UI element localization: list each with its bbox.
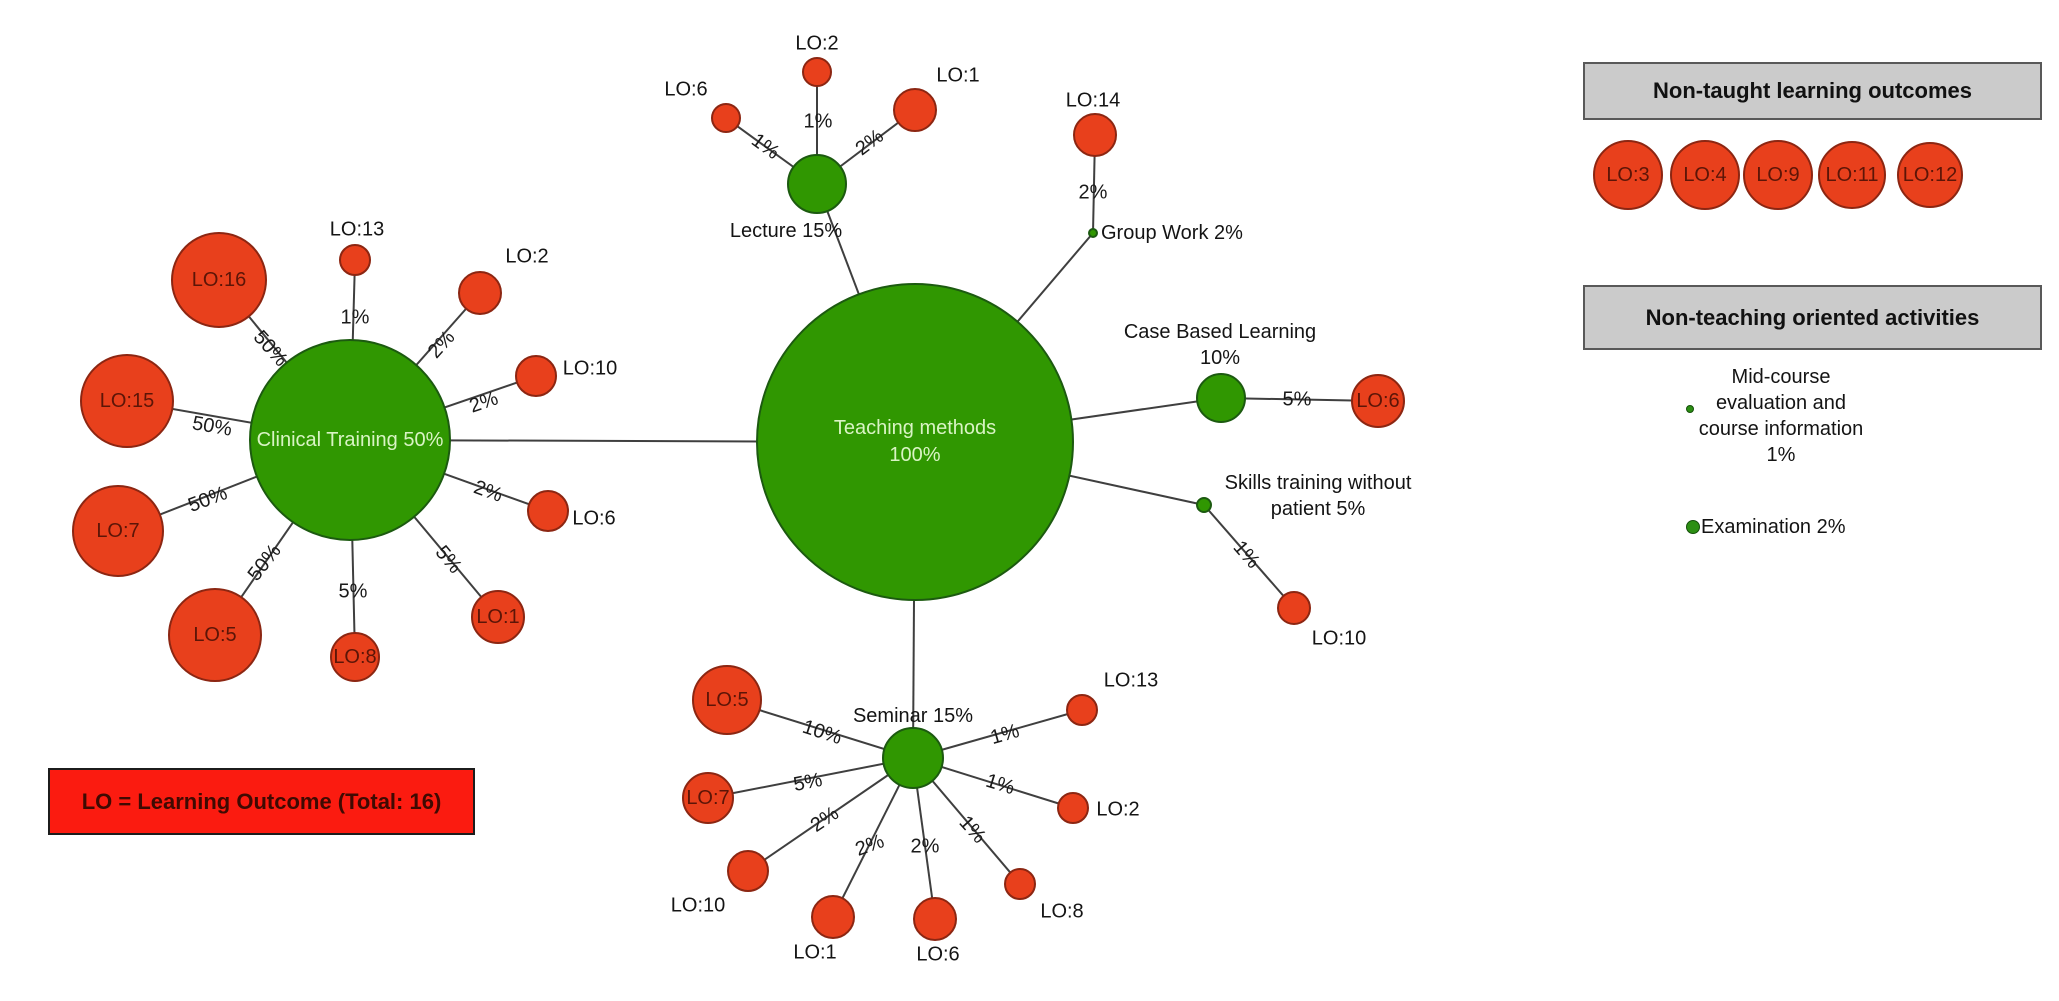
edge-seminar-m8 (912, 757, 1021, 885)
edge-seminar-m7 (707, 757, 914, 799)
edge-teaching-cbl (914, 397, 1222, 443)
edge-clinical-c7 (117, 439, 351, 532)
edge-clinical-c16 (218, 279, 351, 441)
edge-seminar-m5 (726, 699, 914, 759)
edge-clinical-c13 (349, 259, 356, 441)
legend-box: LO = Learning Outcome (Total: 16) (48, 768, 475, 835)
edge-seminar-m6 (912, 757, 936, 920)
legend-text: LO = Learning Outcome (Total: 16) (81, 788, 442, 814)
non-taught-header-box: Non-taught learning outcomes (1583, 62, 2042, 120)
edge-clinical-c5 (214, 439, 351, 636)
edge-clinical-teaching (349, 439, 916, 443)
edge-teaching-lecture (816, 183, 916, 443)
edge-teaching-seminar (912, 441, 916, 759)
edge-lecture-l1 (816, 109, 916, 185)
edge-skills-s10 (1203, 504, 1295, 609)
non-taught-header-title: Non-taught learning outcomes (1653, 78, 1972, 103)
edge-seminar-m13 (912, 709, 1083, 759)
edge-teaching-groupwork (914, 232, 1094, 443)
edge-groupwork-g14 (1092, 134, 1096, 234)
edge-lecture-l6 (725, 117, 818, 185)
edge-clinical-c8 (349, 439, 356, 658)
edge-clinical-c15 (126, 400, 351, 441)
edge-seminar-m1 (832, 757, 914, 918)
edge-cbl-b6 (1220, 397, 1379, 402)
non-teaching-header-title: Non-teaching oriented activities (1645, 304, 1980, 330)
edge-seminar-m2 (912, 757, 1074, 809)
non-teaching-header-box: Non-teaching oriented activities (1583, 285, 2042, 350)
edge-teaching-skills (914, 441, 1205, 506)
